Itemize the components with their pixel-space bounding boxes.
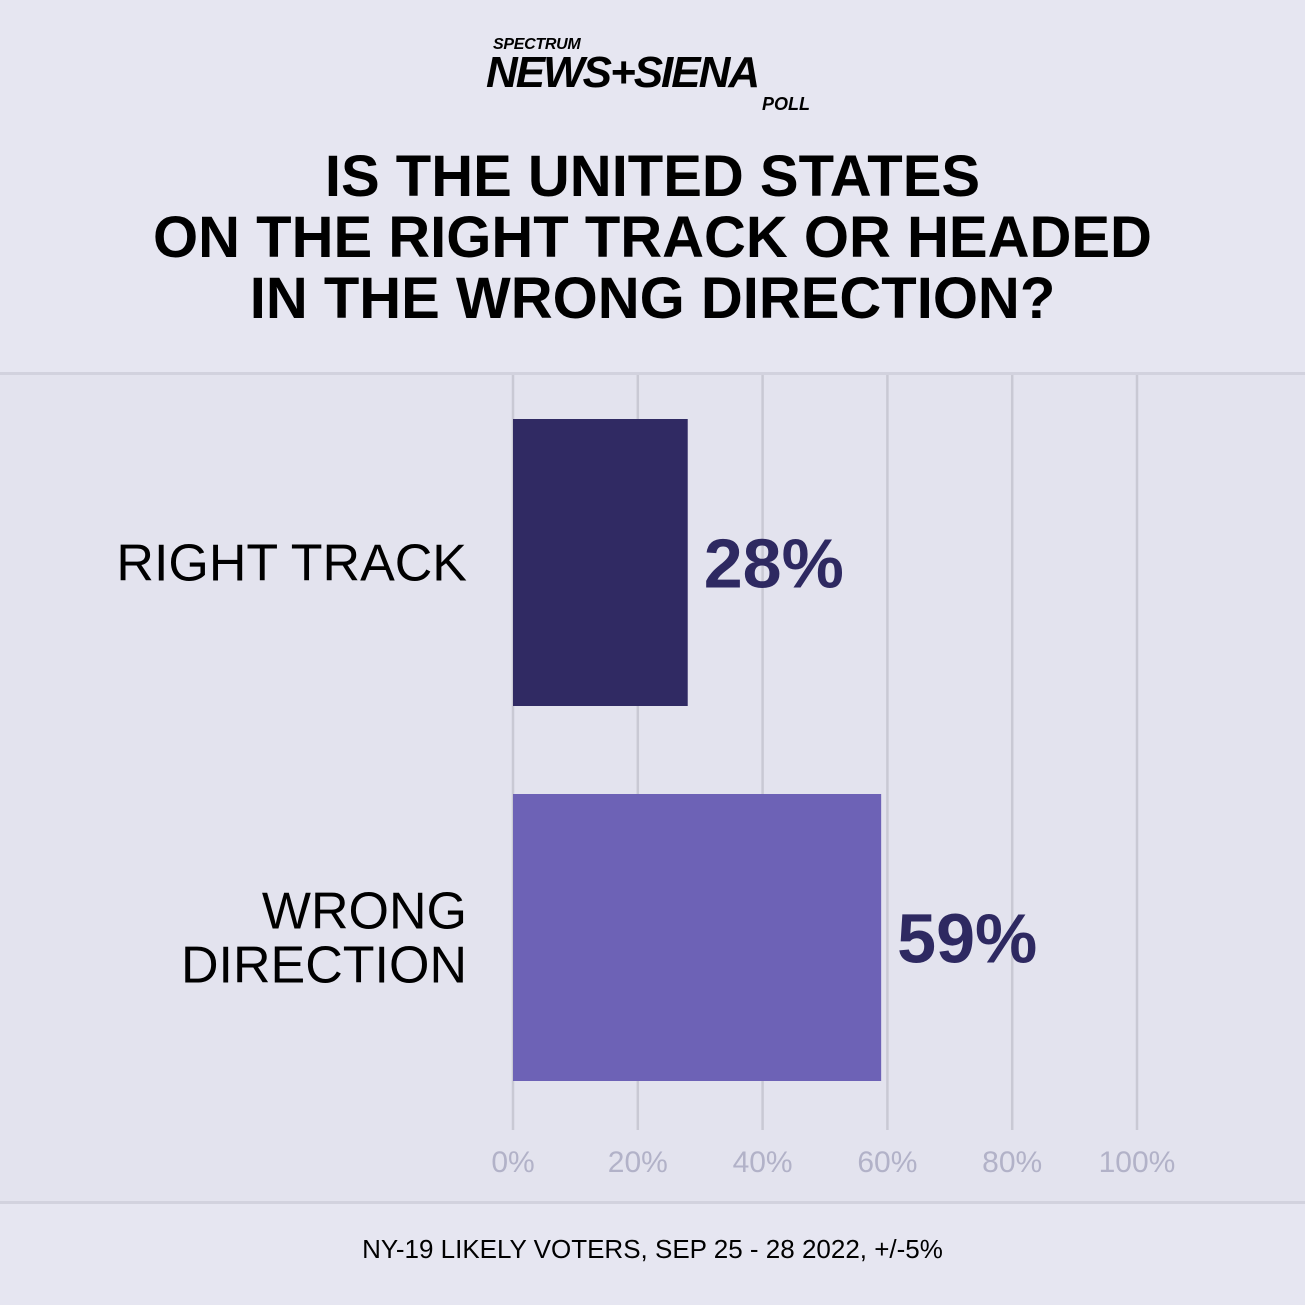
logo-main-text: NEWS+SIENA [486, 48, 760, 97]
logo-spectrum-text: SPECTRUM [493, 36, 581, 53]
x-tick-label: 20% [608, 1146, 668, 1179]
x-tick-label: 40% [733, 1146, 793, 1179]
category-label: WRONG [262, 883, 467, 941]
x-tick-label: 80% [982, 1146, 1042, 1179]
footer-note: NY-19 LIKELY VOTERS, SEP 25 - 28 2022, +… [362, 1234, 943, 1264]
logo: SPECTRUM NEWS+SIENA POLL [0, 30, 1305, 120]
value-label: 28% [704, 525, 844, 603]
title-line-3: IN THE WRONG DIRECTION? [249, 266, 1056, 331]
value-label: 59% [897, 900, 1037, 978]
chart-title: IS THE UNITED STATES ON THE RIGHT TRACK … [40, 146, 1265, 329]
x-tick-label: 60% [857, 1146, 917, 1179]
x-tick-label: 100% [1099, 1146, 1176, 1179]
title-line-1: IS THE UNITED STATES [324, 144, 981, 209]
category-label: RIGHT TRACK [116, 535, 467, 593]
category-label: DIRECTION [181, 937, 467, 995]
bar [513, 419, 688, 706]
title-line-2: ON THE RIGHT TRACK OR HEADED [153, 205, 1152, 270]
bar [513, 794, 882, 1081]
x-tick-label: 0% [491, 1146, 534, 1179]
logo-poll-text: POLL [762, 94, 810, 114]
